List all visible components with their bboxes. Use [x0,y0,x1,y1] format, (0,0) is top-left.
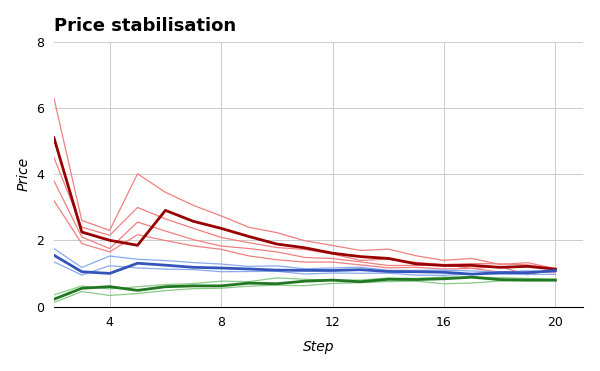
Y-axis label: Price: Price [17,157,31,191]
Text: Price stabilisation: Price stabilisation [54,17,236,35]
X-axis label: Step: Step [303,340,334,354]
